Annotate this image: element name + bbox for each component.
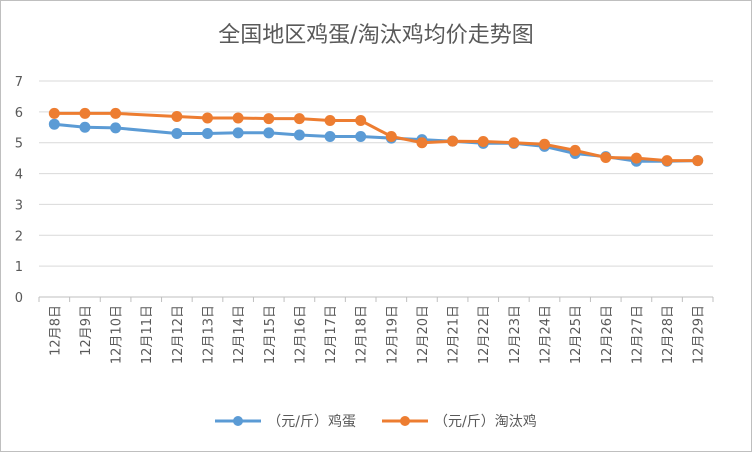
data-point — [692, 155, 704, 167]
data-point — [263, 113, 275, 125]
data-point — [293, 113, 305, 125]
data-point — [385, 131, 397, 143]
legend-item-hen: （元/斤）淘汰鸡 — [382, 411, 537, 431]
y-tick-label: 2 — [15, 229, 23, 244]
chart-title: 全国地区鸡蛋/淘汰鸡均价走势图 — [218, 23, 534, 48]
y-tick-label: 6 — [15, 106, 23, 121]
data-point — [355, 114, 367, 126]
legend: （元/斤）鸡蛋 （元/斤）淘汰鸡 — [1, 411, 751, 431]
x-tick-label: 12月15日 — [263, 305, 278, 364]
x-tick-label: 12月18日 — [355, 305, 370, 364]
x-tick-label: 12月21日 — [447, 305, 462, 364]
x-tick-label: 12月17日 — [324, 305, 339, 364]
legend-swatch-egg — [215, 416, 262, 426]
x-tick-label: 12月12日 — [171, 305, 186, 364]
data-point — [79, 107, 91, 119]
data-point — [293, 129, 305, 141]
data-point — [539, 138, 550, 150]
data-point — [355, 131, 367, 143]
x-tick-label: 12月28日 — [661, 305, 676, 364]
y-tick-label: 4 — [15, 168, 23, 183]
y-tick-label: 3 — [15, 198, 23, 213]
x-tick-label: 12月19日 — [385, 305, 400, 364]
x-tick-label: 12月11日 — [140, 305, 155, 364]
x-tick-label: 12月20日 — [416, 305, 431, 364]
data-point — [232, 112, 244, 124]
data-point — [630, 152, 642, 164]
x-tick-label: 12月8日 — [48, 305, 63, 356]
y-tick-label: 7 — [15, 75, 23, 90]
x-tick-label: 12月25日 — [569, 305, 584, 364]
data-point — [508, 137, 520, 149]
legend-label-hen: （元/斤）淘汰鸡 — [434, 414, 537, 430]
legend-label-egg: （元/斤）鸡蛋 — [267, 414, 356, 430]
x-tick-label: 12月29日 — [692, 305, 707, 364]
data-point — [110, 122, 122, 134]
data-point — [110, 107, 122, 119]
y-tick-label: 1 — [15, 260, 23, 275]
legend-item-egg: （元/斤）鸡蛋 — [215, 411, 356, 431]
x-tick-label: 12月23日 — [508, 305, 523, 364]
x-tick-label: 12月16日 — [293, 305, 308, 364]
x-tick-label: 12月9日 — [79, 305, 94, 356]
data-point — [202, 127, 213, 139]
data-point — [232, 127, 244, 139]
x-tick-label: 12月24日 — [539, 305, 554, 364]
data-point — [477, 135, 489, 147]
data-point — [600, 152, 612, 164]
data-point — [569, 144, 581, 156]
data-point — [447, 135, 459, 147]
data-point — [79, 121, 91, 133]
data-point — [263, 127, 275, 139]
x-tick-label: 12月10日 — [110, 305, 125, 364]
data-point — [48, 107, 60, 119]
x-tick-label: 12月27日 — [630, 305, 645, 364]
data-point — [171, 127, 183, 139]
x-tick-label: 12月22日 — [477, 305, 492, 364]
x-tick-label: 12月26日 — [600, 305, 615, 364]
data-point — [661, 155, 673, 167]
data-point — [202, 112, 213, 124]
legend-swatch-hen — [382, 416, 428, 426]
data-point — [324, 131, 336, 143]
data-point — [324, 114, 336, 126]
x-tick-label: 12月14日 — [232, 305, 247, 364]
data-point — [171, 110, 183, 122]
x-tick-label: 12月13日 — [202, 305, 217, 364]
data-point — [48, 118, 60, 130]
data-point — [416, 137, 428, 149]
y-tick-label: 5 — [15, 137, 23, 152]
y-tick-label: 0 — [15, 291, 23, 306]
